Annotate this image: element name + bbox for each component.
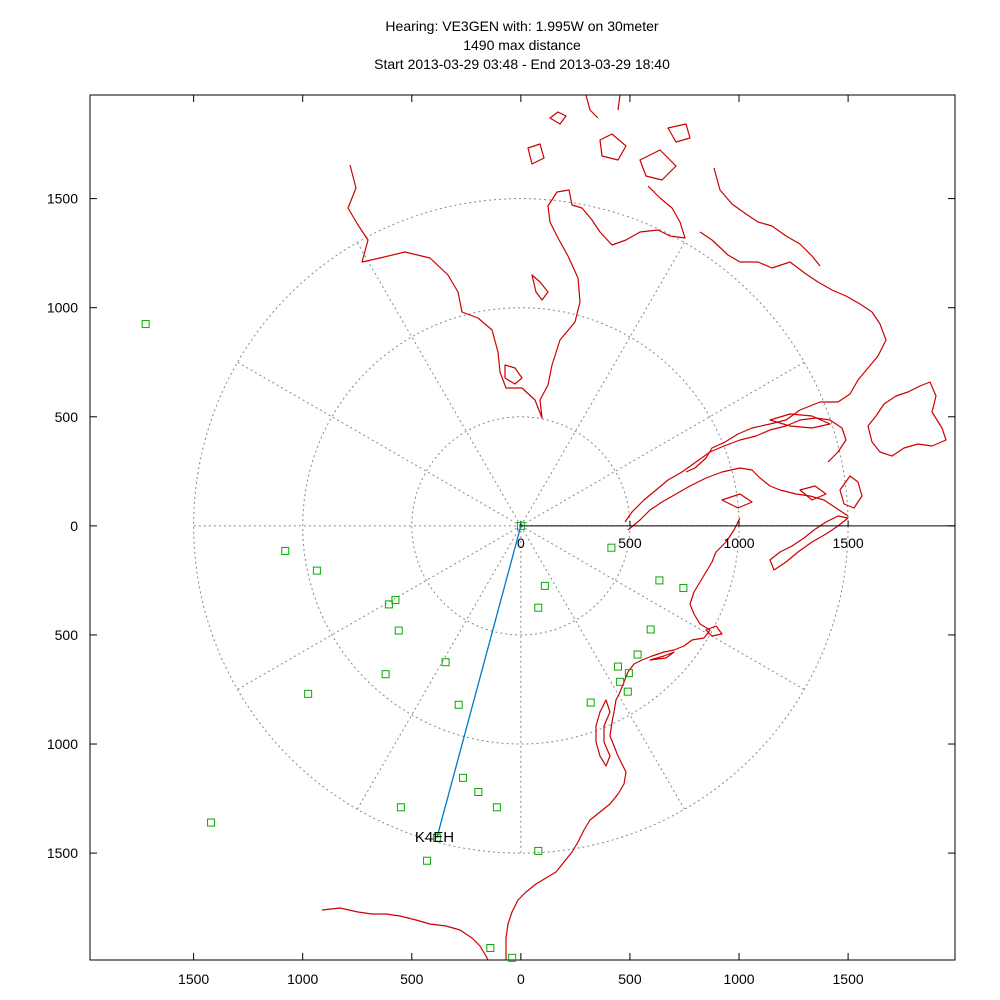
inner-axis-label: 0 [517,535,525,551]
station-point [492,803,501,812]
y-tick-label: 500 [55,627,79,643]
station-point [391,596,400,605]
station-point [607,543,616,552]
station-point [396,803,405,812]
radial-spoke [520,525,805,690]
station-point [586,698,595,707]
tick-labels-layer: 1500 1000 500 0 500 1000 1500 1500 1000 500 0 500 10… [47,191,864,987]
station-point [613,662,622,671]
radial-spoke [237,525,522,690]
inner-axis-label: 1500 [833,535,864,551]
chart-title-block: Hearing: VE3GEN with: 1.995W on 30meter … [0,17,1000,74]
station-point [141,320,150,329]
inner-axis-label: 500 [618,535,642,551]
station-point [540,581,549,590]
station-point [474,788,483,797]
coastline-james-bay [504,364,523,385]
y-tick-label: 1000 [47,300,78,316]
chart-title: Hearing: VE3GEN with: 1.995W on 30meter [385,18,659,34]
coastline-newfoundland [867,381,947,457]
y-tick-label: 1500 [47,845,78,861]
propagation-path-layer [436,525,522,838]
x-tick-label: 0 [517,971,525,987]
radial-spoke [356,525,522,810]
radial-spoke [520,242,685,527]
radial-spoke [237,361,522,527]
station-point [679,584,688,593]
coastline-cape-breton [839,475,863,509]
station-point [381,670,390,679]
station-point [441,658,450,667]
plot-frame [89,94,956,961]
coastline-map [321,95,947,960]
propagation-path-line [436,525,522,838]
station-point [281,546,290,555]
x-tick-label: 500 [618,971,642,987]
station-points-layer [141,320,688,962]
inner-axis-label: 1000 [723,535,754,551]
chart-subtitle: 1490 max distance [463,37,581,53]
x-tick-label: 500 [400,971,424,987]
station-point [312,566,321,575]
station-point [646,625,655,634]
y-tick-label: 0 [70,518,78,534]
y-tick-label: 500 [55,409,79,425]
station-point [454,700,463,709]
y-tick-label: 1500 [47,191,78,207]
x-tick-label: 1500 [833,971,864,987]
coastline-us-east [505,517,741,960]
station-point [516,521,525,530]
coastline-north-islands-2 [531,95,621,301]
coastline-gulf [321,907,489,960]
radial-spoke [356,242,522,527]
station-point [304,689,313,698]
coastline-long-island [649,625,723,661]
x-tick-label: 1000 [723,971,754,987]
x-tick-label: 1000 [287,971,318,987]
station-point [633,650,642,659]
station-point [384,600,393,609]
y-tick-label: 1000 [47,736,78,752]
coastline-chesapeake [595,699,611,767]
coastline-nova-scotia [769,515,849,571]
coastline-hudson-bay [347,164,686,419]
coastline-labrador [685,167,887,473]
station-point [486,944,495,953]
station-point [207,818,216,827]
station-point [624,669,633,678]
station-point [508,953,517,962]
station-point [394,626,403,635]
radial-spoke [520,525,685,810]
station-point [655,576,664,585]
station-point [534,846,543,855]
coastline-north-islands-1 [527,111,691,181]
highlight-station-label: K4EH [415,829,454,846]
coastline-anticosti [769,413,831,429]
station-point [534,603,543,612]
coastline-pei [721,485,827,509]
coastline-st-lawrence [624,417,849,531]
chart-time-range: Start 2013-03-29 03:48 - End 2013-03-29 … [374,56,670,72]
x-tick-label: 1500 [178,971,209,987]
station-point [423,856,432,865]
station-point [459,773,468,782]
highlight-station-point [432,833,441,842]
station-point [623,687,632,696]
axes-layer [89,94,956,961]
station-point [616,677,625,686]
